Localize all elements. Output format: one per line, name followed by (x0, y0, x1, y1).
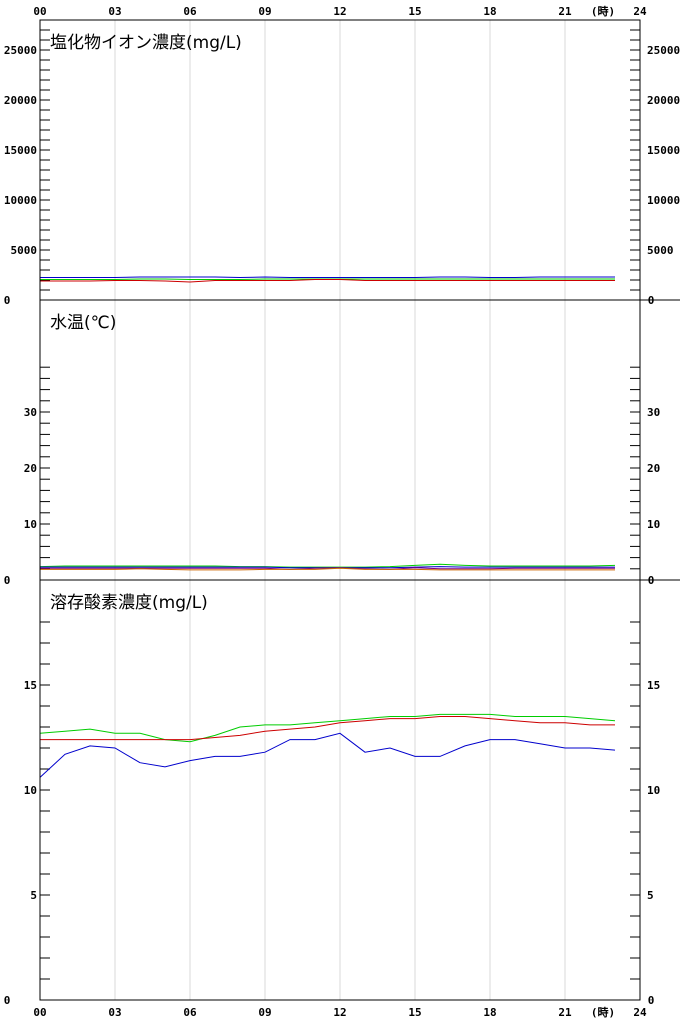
y-tick-label-left: 5000 (11, 244, 38, 257)
x-tick-label-bottom: 18 (483, 1006, 496, 1019)
panel-title: 塩化物イオン濃度(mg/L) (50, 33, 242, 53)
y-tick-label-left: 10000 (4, 194, 37, 207)
x-tick-label-top: 09 (258, 5, 271, 18)
y-tick-label-right: 15 (647, 679, 660, 692)
y-tick-label-right: 30 (647, 406, 660, 419)
y-tick-label-right: 20000 (647, 94, 680, 107)
x-tick-label-top: 06 (183, 5, 197, 18)
y-tick-label-right: 5000 (647, 244, 674, 257)
x-tick-label-bottom: 09 (258, 1006, 271, 1019)
x-tick-label-top: 15 (408, 5, 421, 18)
x-tick-label-top: 21 (558, 5, 572, 18)
y-tick-label-left: 10 (24, 518, 37, 531)
y-tick-label-left: 25000 (4, 44, 37, 57)
series-line-2 (40, 716, 615, 741)
bottom-x-axis: 00 03 06 09 12 15 18 21 24 (時) (33, 1005, 647, 1019)
x-tick-label-bottom: 24 (633, 1006, 647, 1019)
series-line-4 (40, 567, 615, 571)
y-tick-label-right: 10 (647, 784, 660, 797)
panel-title: 水温(℃) (50, 313, 116, 333)
x-tick-label-top: 12 (333, 5, 346, 18)
x-tick-label-bottom: 06 (183, 1006, 197, 1019)
x-tick-label-bottom: 00 (33, 1006, 46, 1019)
y-tick-label-right: 10 (647, 518, 660, 531)
y-tick-label-left: 10 (24, 784, 37, 797)
series-line-1 (40, 276, 615, 279)
top-x-axis: 00 03 06 09 12 15 18 21 24 (時) (33, 4, 647, 18)
x-tick-label-top: 00 (33, 5, 46, 18)
y-tick-label-left: 15000 (4, 144, 37, 157)
y-tick-label-left: 0 (4, 994, 11, 1007)
x-tick-label-top: 24 (633, 5, 647, 18)
series-line-3 (40, 567, 615, 570)
y-tick-label-right: 15000 (647, 144, 680, 157)
x-tick-label-top: 03 (108, 5, 121, 18)
panel-title: 溶存酸素濃度(mg/L) (50, 593, 208, 613)
x-tick-label-bottom: 03 (108, 1006, 121, 1019)
x-unit-label-bottom: (時) (591, 1005, 615, 1019)
x-tick-label-top: 18 (483, 5, 496, 18)
series-line-3 (40, 279, 615, 283)
series-line-1 (39, 713, 616, 743)
x-tick-label-bottom: 15 (408, 1006, 421, 1019)
y-tick-label-left: 30 (24, 406, 37, 419)
y-tick-label-left: 20000 (4, 94, 37, 107)
series-line-3 (39, 732, 616, 778)
y-tick-label-left: 15 (24, 679, 37, 692)
y-tick-label-left: 0 (4, 574, 11, 587)
y-tick-label-right: 5 (647, 889, 654, 902)
y-tick-label-right: 20 (647, 462, 660, 475)
y-tick-label-left: 5 (30, 889, 37, 902)
y-tick-label-left: 20 (24, 462, 37, 475)
x-tick-label-bottom: 12 (333, 1006, 346, 1019)
y-tick-label-right: 0 (648, 994, 655, 1007)
panel-3: 0 0 5 5 10 10 15 15 溶存酸素濃度(mg/L) (4, 579, 660, 1007)
series-line-1 (39, 563, 616, 568)
x-unit-label-top: (時) (591, 4, 615, 18)
y-tick-label-right: 25000 (647, 44, 680, 57)
x-tick-label-bottom: 21 (558, 1006, 572, 1019)
y-tick-label-right: 10000 (647, 194, 680, 207)
y-tick-label-left: 0 (4, 294, 11, 307)
